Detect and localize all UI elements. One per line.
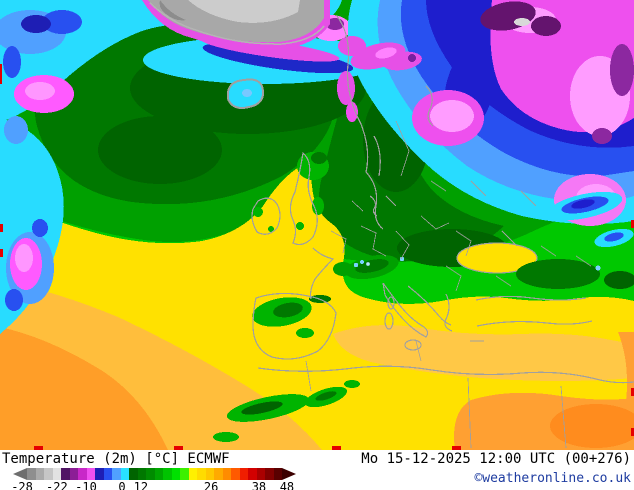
colorbar-segment <box>163 468 172 480</box>
colorbar-tick-label: 0 <box>118 480 126 490</box>
temperature-map-canvas <box>0 0 634 450</box>
colorbar-segment <box>205 468 214 480</box>
colorbar-segment <box>248 468 257 480</box>
colorbar-segment <box>27 468 36 480</box>
colorbar-tick-label: 26 <box>203 480 219 490</box>
colorbar-segment <box>180 468 189 480</box>
colorbar-segment <box>154 468 163 480</box>
colorbar-tick-label: -22 <box>46 480 68 490</box>
colorbar-left-arrow <box>13 468 27 480</box>
colorbar-segment <box>35 468 44 480</box>
black-sea <box>456 242 538 274</box>
colorbar-segment <box>171 468 180 480</box>
colorbar-segment <box>112 468 121 480</box>
colorbar-segment <box>197 468 206 480</box>
copyright-link[interactable]: ©weatheronline.co.uk <box>474 471 631 486</box>
colorbar-tick-label: -10 <box>75 480 97 490</box>
colorbar-segment <box>137 468 146 480</box>
colorbar-segment <box>129 468 138 480</box>
russia-cold-pool <box>347 0 634 226</box>
atlas-mountains <box>213 380 360 442</box>
colorbar-segments <box>27 468 282 480</box>
forecast-datetime: Mo 15-12-2025 12:00 UTC (00+276) <box>361 451 631 467</box>
colorbar-segment <box>214 468 223 480</box>
colorbar-segment <box>78 468 87 480</box>
temperature-map <box>0 0 634 450</box>
norway-cold <box>337 36 422 122</box>
greenland-icecap <box>142 0 330 50</box>
colorbar-tick-label: -28 <box>11 480 33 490</box>
colorbar-segment <box>146 468 155 480</box>
colorbar-segment <box>52 468 61 480</box>
colorbar-ticks: -28 -22 -10 0 12 26 38 48 <box>11 480 296 490</box>
colorbar-segment <box>231 468 240 480</box>
iceland <box>227 78 265 109</box>
colorbar-segment <box>103 468 112 480</box>
uk-greens <box>253 152 329 232</box>
temperature-colorbar: -28 -22 -10 0 12 26 38 48 <box>11 468 296 490</box>
legend-footer: Temperature (2m) [°C] ECMWF Mo 15-12-202… <box>0 450 634 490</box>
colorbar-tick-label: 48 <box>279 480 295 490</box>
colorbar-segment <box>44 468 53 480</box>
colorbar-segment <box>61 468 70 480</box>
colorbar-segment <box>222 468 231 480</box>
iberia-mountains <box>252 295 331 338</box>
colorbar-segment <box>265 468 274 480</box>
colorbar-segment <box>69 468 78 480</box>
coastlines <box>251 15 634 384</box>
colorbar-segment <box>239 468 248 480</box>
alps <box>345 254 405 280</box>
colorbar-segment <box>86 468 95 480</box>
colorbar-right-arrow <box>282 468 296 480</box>
colorbar-segment <box>256 468 265 480</box>
colorbar-tick-label: 38 <box>251 480 267 490</box>
colorbar-segment <box>95 468 104 480</box>
colorbar-segment <box>120 468 129 480</box>
graticule-ticks <box>0 64 634 450</box>
country-borders <box>305 120 592 449</box>
colorbar-segment <box>188 468 197 480</box>
caucasus-cold <box>547 191 634 248</box>
colorbar-tick-label: 12 <box>133 480 149 490</box>
map-title: Temperature (2m) [°C] ECMWF <box>2 451 230 467</box>
colorbar-segment <box>273 468 282 480</box>
